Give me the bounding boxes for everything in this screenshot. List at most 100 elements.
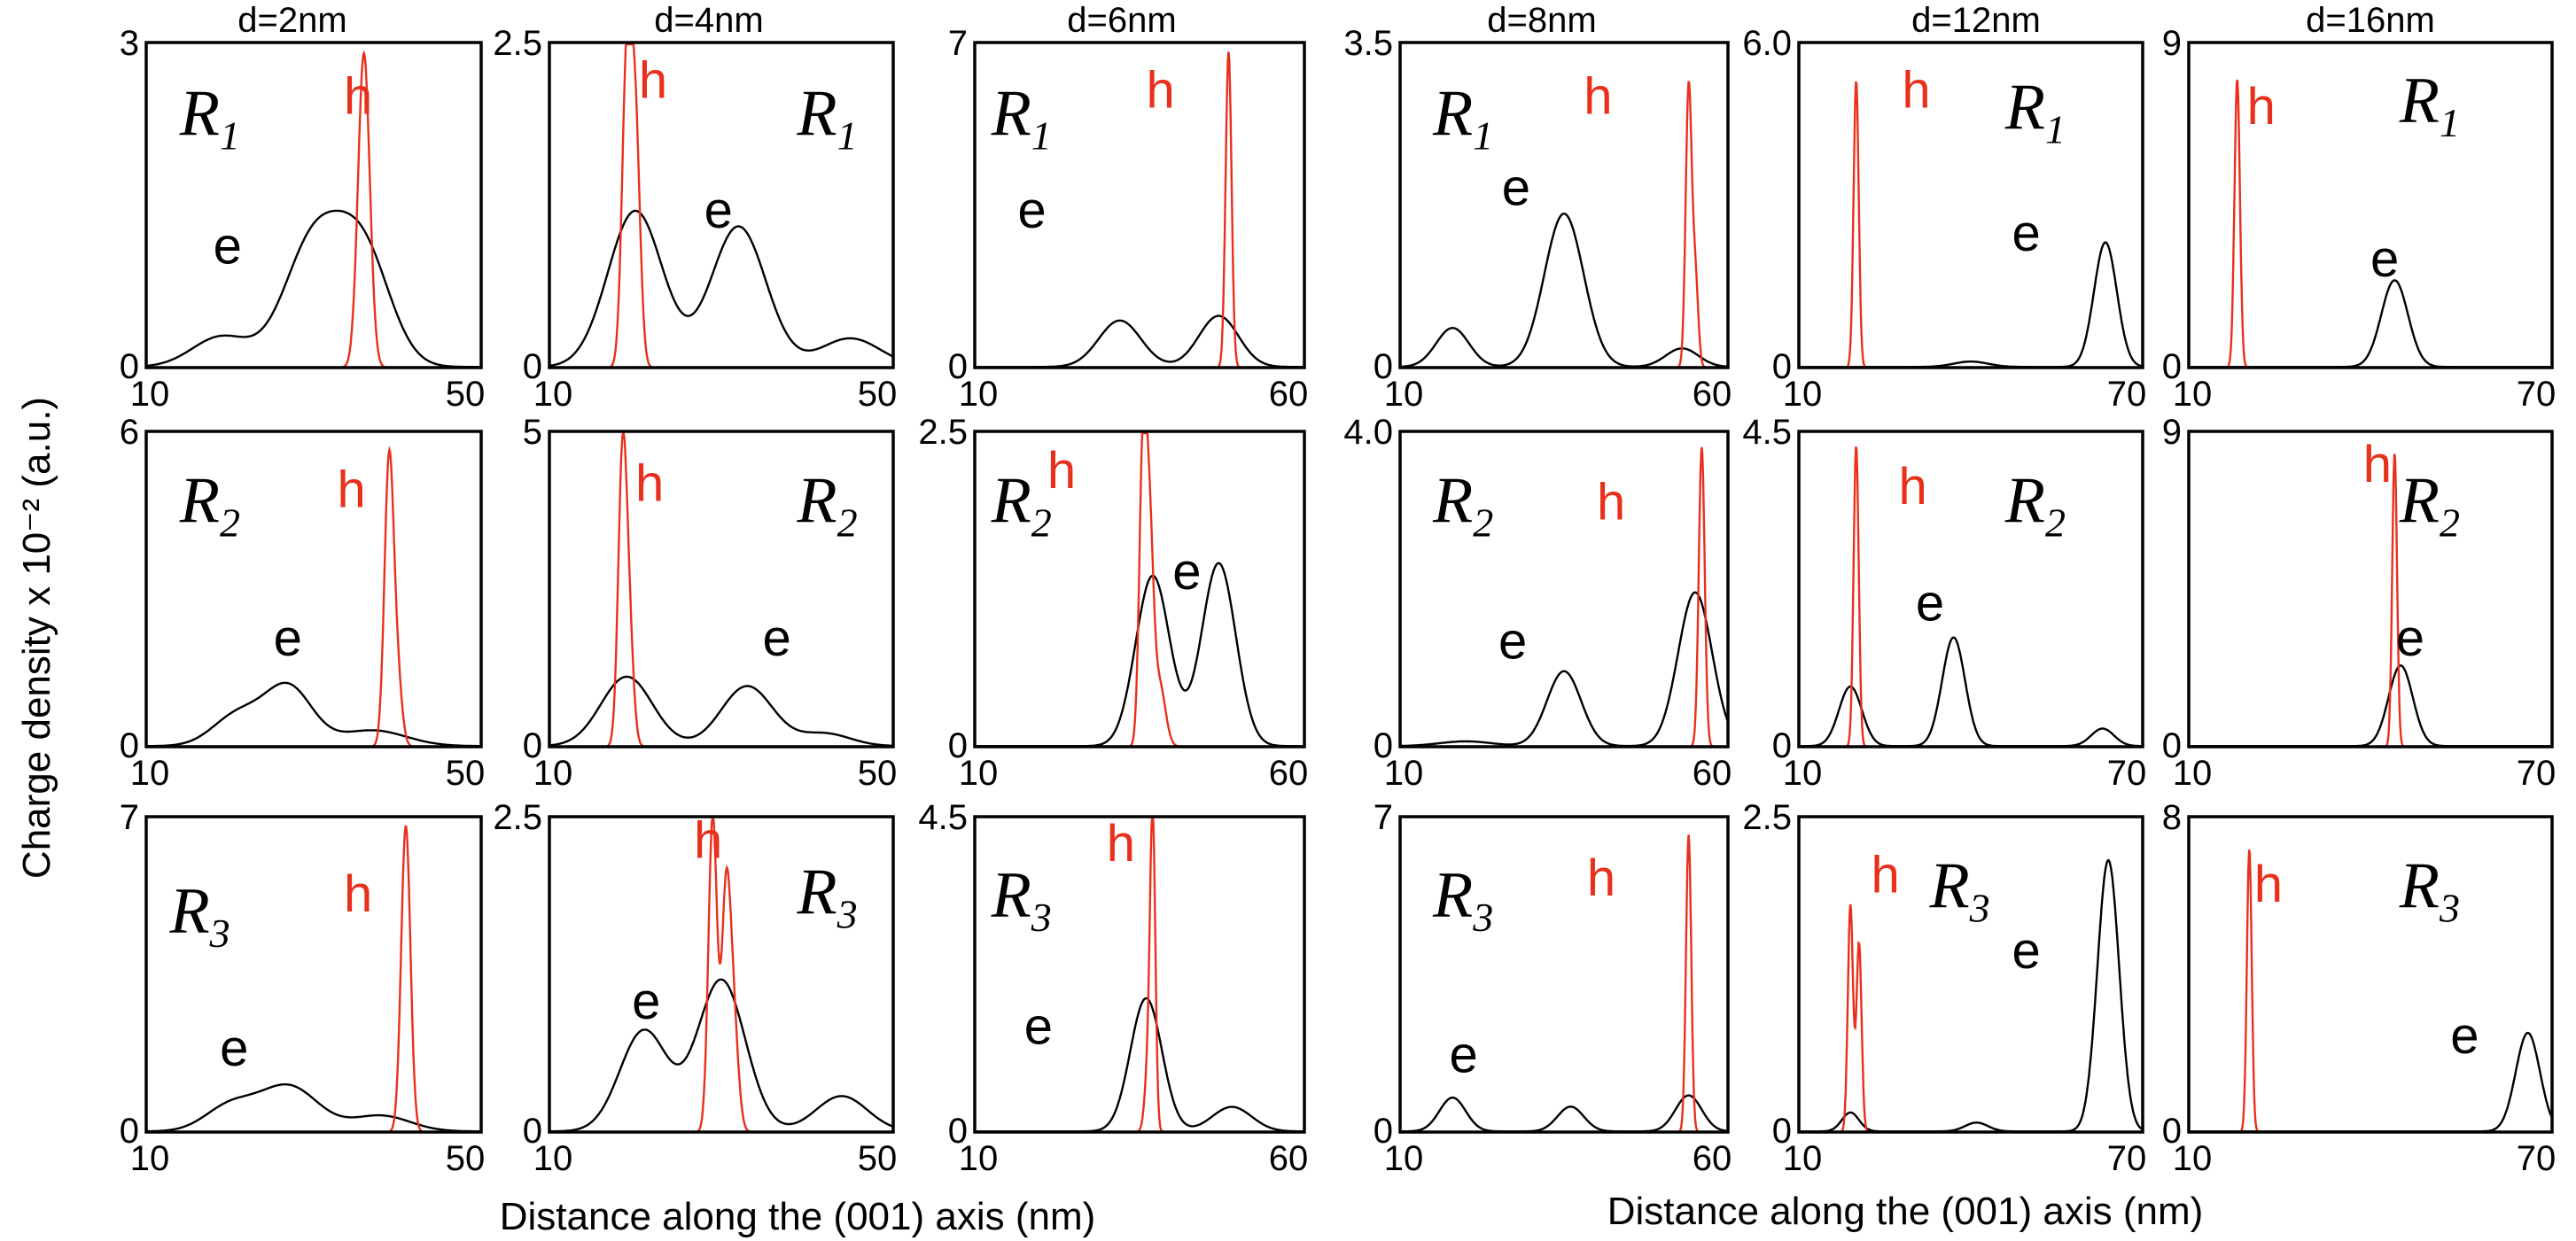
hole-density-curve <box>2189 79 2552 369</box>
x-axis-title-left: Distance along the (001) axis (nm) <box>500 1195 1096 1238</box>
x-tick-min: 10 <box>1783 754 1823 793</box>
region-label: R3 <box>991 859 1052 940</box>
x-tick-min: 10 <box>1384 375 1424 414</box>
electron-density-curve <box>975 314 1304 368</box>
x-tick-min: 10 <box>533 754 573 793</box>
x-tick-max: 70 <box>2107 754 2147 793</box>
x-tick-min: 10 <box>1783 1139 1823 1178</box>
hole-label: h <box>1107 815 1135 873</box>
panel-d16nm-r1: 9 010 70 R1 e h <box>2162 24 2557 414</box>
panel-frame <box>1398 41 1730 369</box>
region-label: R2 <box>179 464 240 545</box>
y-tick-min: 0 <box>2162 1112 2182 1151</box>
y-tick-max: 7 <box>948 24 968 63</box>
x-tick-max: 60 <box>1269 1139 1309 1178</box>
y-tick-min: 0 <box>948 726 968 765</box>
y-tick-min: 0 <box>1374 726 1393 765</box>
region-label: R3 <box>1928 849 1989 930</box>
region-label: R3 <box>168 875 230 956</box>
y-tick-min: 0 <box>1374 347 1393 386</box>
electron-density-curve <box>1400 213 1728 368</box>
x-tick-max: 50 <box>858 375 898 414</box>
hole-density-curve <box>146 825 481 1134</box>
panel-frame <box>1398 430 1730 748</box>
x-tick-min: 10 <box>959 1139 999 1178</box>
x-tick-min: 10 <box>1384 754 1424 793</box>
hole-label: h <box>1587 849 1615 907</box>
hole-label: h <box>1146 61 1174 119</box>
panel-d4nm-r3: 2.5 010 50 R3 e h <box>493 798 897 1178</box>
y-tick-max: 4.0 <box>1343 413 1393 452</box>
panel-frame <box>973 430 1306 748</box>
x-axis-title-right: Distance along the (001) axis (nm) <box>1607 1190 2204 1233</box>
hole-label: h <box>1899 458 1927 516</box>
electron-density-curve <box>1399 591 1730 748</box>
x-tick-min: 10 <box>2173 375 2213 414</box>
electron-label: e <box>763 609 791 667</box>
x-tick-min: 10 <box>959 754 999 793</box>
electron-label: e <box>1502 159 1530 217</box>
y-tick-min: 0 <box>1772 726 1792 765</box>
y-tick-max: 9 <box>2162 24 2182 63</box>
electron-density-curve <box>1799 636 2143 748</box>
electron-label: e <box>632 973 660 1030</box>
y-tick-max: 3 <box>120 24 139 63</box>
region-label: R1 <box>2004 71 2066 151</box>
x-tick-min: 10 <box>2173 754 2213 793</box>
y-tick-min: 0 <box>1374 1112 1393 1151</box>
region-label: R1 <box>1432 78 1493 159</box>
region-label: R2 <box>796 464 857 545</box>
column-title-5: d=12nm <box>1911 1 2041 40</box>
hole-label: h <box>639 51 667 109</box>
electron-label: e <box>274 609 302 667</box>
column-title-1: d=2nm <box>237 1 346 40</box>
hole-density-curve <box>549 431 893 748</box>
panel-d16nm-r3: 8 010 70 R3 e h <box>2162 798 2557 1178</box>
panel-d6nm-r3: 4.5 010 60 R3 e h <box>918 798 1308 1178</box>
x-tick-max: 60 <box>1269 375 1309 414</box>
x-tick-min: 10 <box>130 754 170 793</box>
x-tick-max: 60 <box>1693 375 1732 414</box>
region-label: R2 <box>2399 464 2460 545</box>
panel-d12nm-r2: 4.5 010 70 R2 e h <box>1742 413 2146 793</box>
y-tick-max: 3.5 <box>1343 24 1393 63</box>
y-tick-max: 2.5 <box>493 24 542 63</box>
x-tick-min: 10 <box>1384 1139 1424 1178</box>
hole-label: h <box>2247 78 2276 136</box>
panel-frame <box>1797 41 2144 369</box>
region-label: R1 <box>179 78 240 159</box>
hole-label: h <box>1871 846 1899 904</box>
electron-label: e <box>704 182 733 239</box>
electron-label: e <box>2012 922 2041 980</box>
hole-density-curve <box>1799 81 2143 369</box>
hole-label: h <box>337 461 365 518</box>
panel-frame <box>144 815 483 1134</box>
electron-label: e <box>1172 543 1201 601</box>
panel-d6nm-r1: 7 010 60 R1 e h <box>948 24 1309 414</box>
hole-density-curve <box>2189 454 2552 748</box>
x-tick-min: 10 <box>959 375 999 414</box>
y-tick-max: 2.5 <box>493 798 542 837</box>
hole-label: h <box>635 454 664 512</box>
hole-label: h <box>1047 442 1076 500</box>
hole-label: h <box>694 811 722 869</box>
panel-d4nm-r1: 2.5 010 50 R1 e h <box>493 24 897 414</box>
y-tick-max: 2.5 <box>918 413 968 452</box>
y-tick-max: 6 <box>120 413 139 452</box>
hole-density-curve <box>1799 904 2143 1134</box>
x-tick-min: 10 <box>2173 1139 2213 1178</box>
x-tick-max: 70 <box>2517 754 2557 793</box>
y-tick-min: 0 <box>1772 347 1792 386</box>
x-tick-min: 10 <box>533 375 573 414</box>
y-tick-min: 0 <box>2162 726 2182 765</box>
x-tick-min: 10 <box>130 1139 170 1178</box>
region-label: R3 <box>796 856 857 936</box>
y-tick-max: 5 <box>523 413 542 452</box>
x-tick-max: 50 <box>446 375 486 414</box>
hole-label: h <box>1584 68 1612 126</box>
panel-frame <box>1398 815 1730 1134</box>
panel-d12nm-r1: 6.0 010 70 R1 e h <box>1742 24 2146 414</box>
panel-frame <box>973 41 1306 369</box>
hole-density-curve <box>1799 446 2143 748</box>
